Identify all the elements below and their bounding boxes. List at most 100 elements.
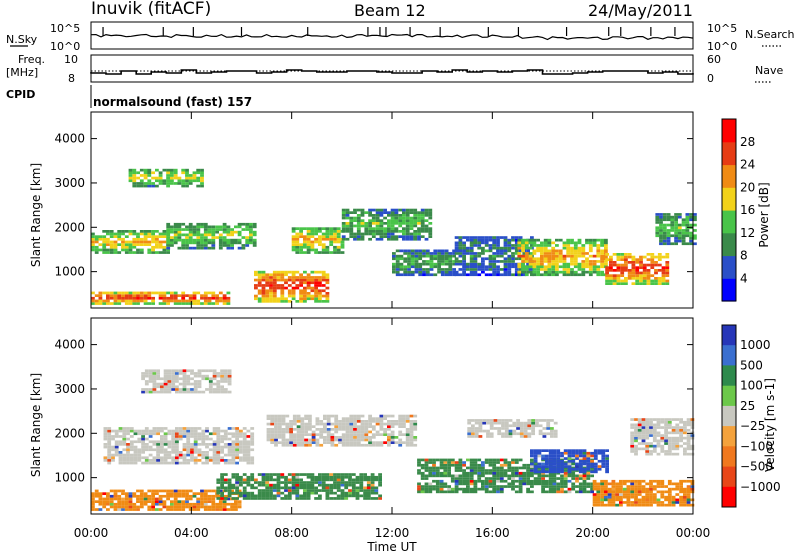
data-cell bbox=[124, 240, 129, 244]
data-cell bbox=[163, 385, 168, 389]
data-cell bbox=[133, 453, 138, 457]
data-cell bbox=[679, 428, 683, 432]
data-cell bbox=[375, 433, 380, 436]
data-cell bbox=[121, 500, 125, 503]
data-cell bbox=[284, 489, 288, 492]
data-cell bbox=[349, 425, 354, 428]
data-cell bbox=[175, 456, 179, 460]
data-cell bbox=[186, 432, 191, 436]
data-cell bbox=[619, 503, 623, 507]
data-cell bbox=[181, 489, 186, 493]
cpid-label: CPID bbox=[6, 88, 35, 101]
data-cell bbox=[289, 428, 293, 431]
data-cell bbox=[318, 489, 322, 492]
data-cell bbox=[319, 436, 324, 439]
data-cell bbox=[634, 431, 638, 435]
data-cell bbox=[467, 427, 472, 430]
data-cell bbox=[287, 497, 292, 500]
data-cell bbox=[435, 490, 440, 494]
data-cell bbox=[439, 479, 444, 483]
data-cell bbox=[363, 491, 367, 495]
data-cell bbox=[375, 430, 380, 434]
data-cell bbox=[192, 505, 197, 509]
data-cell bbox=[212, 372, 217, 375]
data-cell bbox=[670, 234, 675, 238]
data-cell bbox=[622, 479, 627, 483]
data-cell bbox=[407, 254, 411, 258]
data-cell bbox=[634, 447, 638, 451]
data-cell bbox=[235, 427, 239, 430]
data-cell bbox=[280, 473, 285, 476]
data-cell bbox=[528, 260, 533, 263]
data-cell bbox=[675, 485, 680, 488]
data-cell bbox=[552, 474, 557, 478]
data-cell bbox=[230, 241, 234, 245]
data-cell bbox=[239, 429, 243, 433]
data-cell bbox=[661, 282, 666, 285]
data-cell bbox=[292, 414, 297, 418]
data-cell bbox=[375, 227, 380, 230]
data-cell bbox=[588, 273, 593, 277]
data-cell bbox=[323, 430, 327, 434]
data-cell bbox=[323, 428, 327, 431]
data-cell bbox=[170, 299, 174, 303]
data-cell bbox=[109, 248, 114, 252]
data-cell bbox=[383, 232, 387, 236]
data-cell bbox=[652, 485, 657, 488]
data-cell bbox=[566, 273, 571, 277]
data-cell bbox=[399, 249, 404, 253]
data-cell bbox=[383, 211, 387, 214]
data-cell bbox=[683, 431, 687, 435]
data-cell bbox=[106, 500, 110, 503]
data-cell bbox=[239, 475, 243, 479]
data-cell bbox=[306, 494, 311, 498]
data-cell bbox=[528, 262, 533, 266]
data-cell bbox=[665, 271, 670, 275]
data-cell bbox=[607, 487, 612, 491]
data-cell bbox=[216, 374, 221, 378]
data-cell bbox=[292, 438, 297, 442]
data-cell bbox=[407, 260, 411, 263]
data-cell bbox=[478, 435, 483, 438]
data-cell bbox=[619, 501, 623, 504]
data-cell bbox=[336, 483, 341, 487]
data-cell bbox=[109, 302, 114, 305]
data-cell bbox=[181, 299, 186, 303]
data-cell bbox=[299, 245, 303, 249]
data-cell bbox=[152, 390, 157, 394]
data-cell bbox=[292, 433, 297, 436]
data-cell bbox=[562, 265, 567, 269]
data-cell bbox=[333, 245, 337, 249]
data-cell bbox=[368, 230, 372, 233]
data-cell bbox=[521, 254, 525, 258]
data-cell bbox=[170, 238, 174, 242]
data-cell bbox=[402, 235, 406, 238]
data-cell bbox=[425, 273, 430, 277]
data-cell bbox=[649, 420, 653, 424]
data-cell bbox=[466, 458, 470, 462]
data-cell bbox=[607, 482, 612, 486]
data-cell bbox=[211, 238, 216, 242]
data-cell bbox=[359, 473, 364, 476]
data-cell bbox=[511, 273, 515, 277]
data-cell bbox=[641, 428, 646, 432]
data-cell bbox=[492, 458, 497, 462]
data-cell bbox=[588, 249, 593, 253]
data-cell bbox=[390, 208, 395, 212]
data-cell bbox=[334, 425, 339, 428]
data-cell bbox=[563, 482, 568, 486]
data-cell bbox=[690, 434, 695, 437]
data-cell bbox=[521, 268, 525, 271]
data-cell bbox=[141, 377, 145, 381]
data-cell bbox=[257, 491, 262, 495]
data-cell bbox=[186, 448, 191, 452]
data-cell bbox=[585, 252, 589, 255]
data-cell bbox=[193, 390, 198, 394]
data-cell bbox=[220, 374, 224, 378]
data-cell bbox=[462, 260, 466, 263]
data-cell bbox=[383, 227, 387, 230]
data-cell bbox=[689, 231, 693, 235]
data-cell bbox=[254, 486, 258, 490]
data-cell bbox=[596, 482, 601, 486]
data-cell bbox=[526, 477, 530, 480]
